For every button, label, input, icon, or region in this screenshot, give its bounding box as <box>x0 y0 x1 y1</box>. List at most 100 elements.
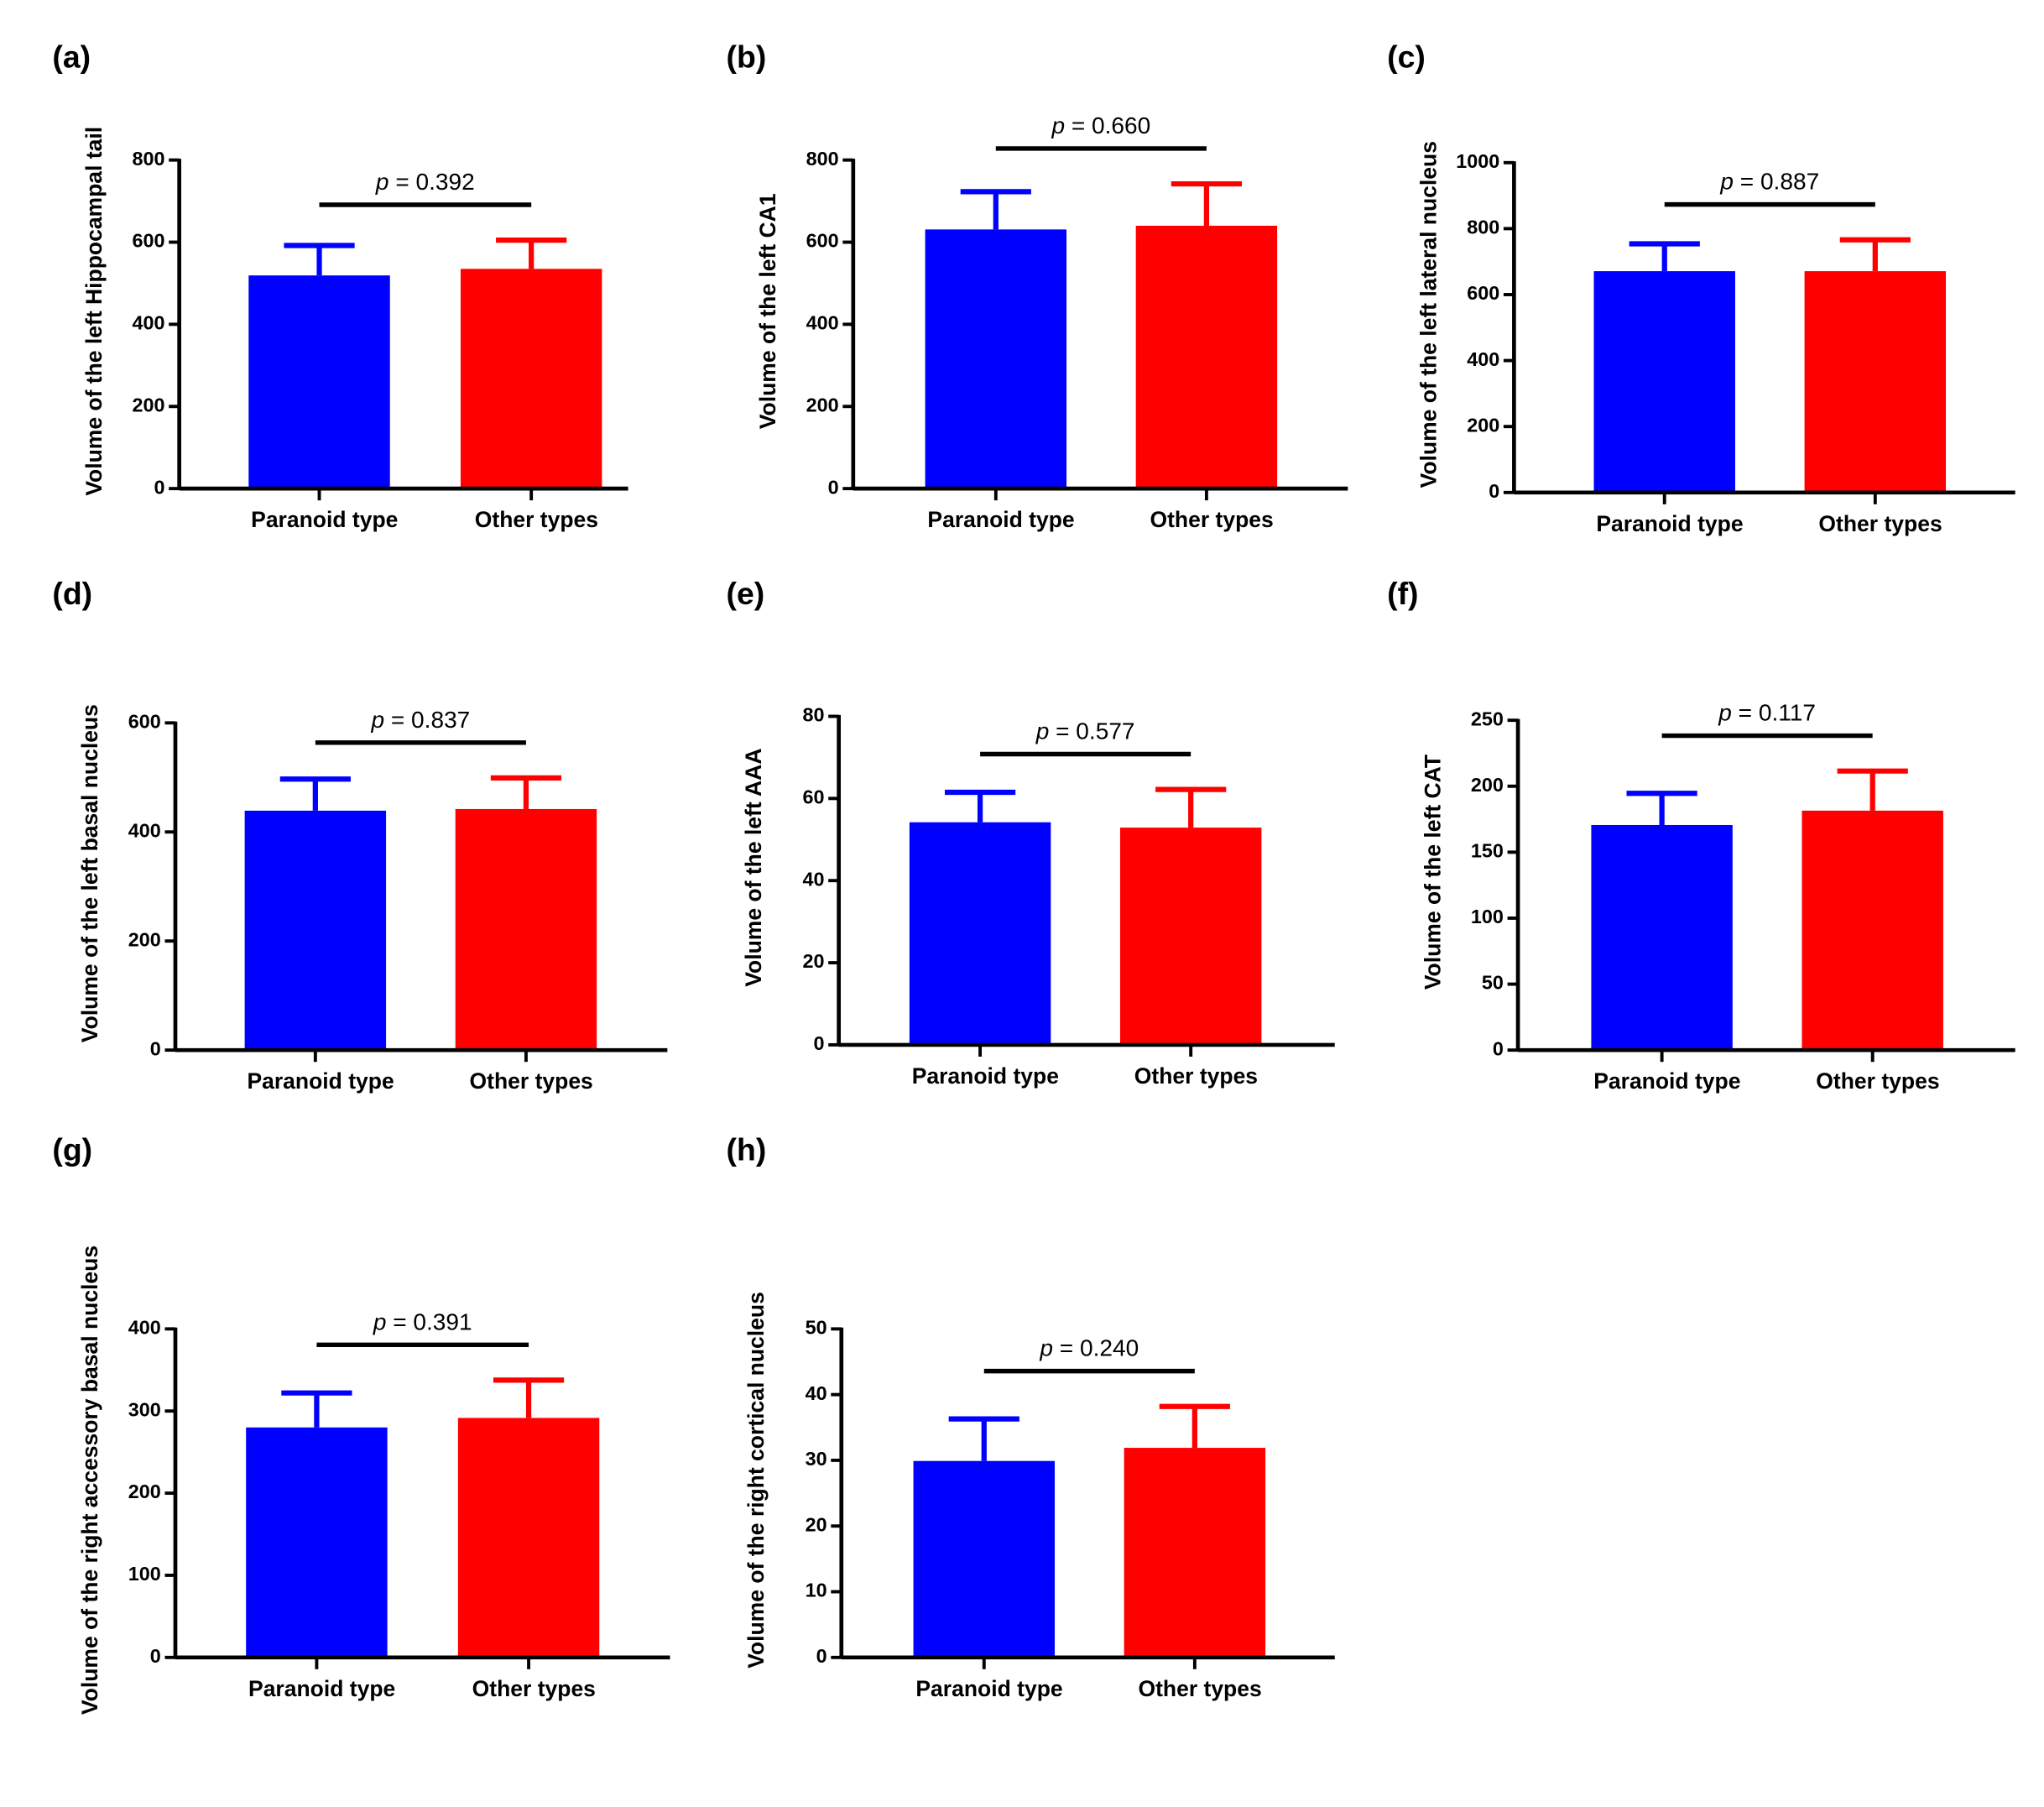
y-tick-label: 800 <box>806 148 839 170</box>
panel-label: (e) <box>727 576 765 611</box>
p-value: p = 0.660 <box>1051 112 1150 138</box>
bar <box>460 269 602 489</box>
bar <box>455 808 597 1051</box>
y-tick-label: 150 <box>1471 840 1504 862</box>
y-tick-label: 100 <box>128 1563 161 1585</box>
panel-label: (d) <box>52 576 92 611</box>
y-axis-label: Volume of the left lateral nucleus <box>1416 141 1442 488</box>
y-tick-label: 250 <box>1471 708 1504 729</box>
y-axis-label: Volume of the left AAA <box>741 749 766 987</box>
x-tick-label: Paranoid type <box>1596 511 1743 536</box>
y-tick-label: 600 <box>806 230 839 252</box>
y-tick-label: 400 <box>132 312 164 334</box>
y-tick-label: 800 <box>132 148 164 170</box>
y-axis-label: Volume of the right accessory basal nucl… <box>77 1246 102 1715</box>
y-tick-label: 400 <box>128 819 161 841</box>
x-tick-label: Other types <box>475 507 598 532</box>
y-tick-label: 0 <box>816 1645 827 1667</box>
x-tick-label: Other types <box>1134 1063 1258 1089</box>
bar <box>1124 1448 1266 1658</box>
y-tick-label: 1000 <box>1456 150 1499 172</box>
bar <box>1802 810 1943 1051</box>
y-tick-label: 800 <box>1467 217 1499 238</box>
x-tick-label: Paranoid type <box>248 1676 395 1701</box>
p-value: p = 0.577 <box>1035 718 1135 744</box>
panel-label: (f) <box>1387 576 1418 611</box>
y-axis-label: Volume of the left basal nucleus <box>77 704 102 1042</box>
y-tick-label: 0 <box>813 1032 824 1054</box>
y-tick-label: 600 <box>132 230 164 252</box>
y-tick-label: 100 <box>1471 906 1504 927</box>
bar <box>1804 271 1947 493</box>
y-tick-label: 0 <box>1493 1037 1504 1059</box>
y-tick-label: 400 <box>128 1317 161 1339</box>
chart-panel: (c) Volume of the left lateral nucleus 0 20… <box>1387 39 2015 536</box>
chart-panel: (b) Volume of the left CA1 0 200 400 600 800 Pa… <box>727 39 1348 532</box>
panel-label: (h) <box>727 1132 767 1167</box>
x-tick-label: Other types <box>472 1676 596 1701</box>
y-tick-label: 40 <box>802 868 824 890</box>
bar <box>457 1418 600 1658</box>
bar <box>248 275 390 489</box>
p-value: p = 0.391 <box>373 1309 472 1335</box>
y-tick-label: 400 <box>806 312 839 334</box>
y-tick-label: 200 <box>1471 774 1504 796</box>
bar <box>1591 824 1733 1051</box>
x-tick-label: Other types <box>1818 511 1942 536</box>
y-tick-label: 300 <box>128 1398 161 1420</box>
y-axis-label: Volume of the left CA1 <box>755 193 780 429</box>
bar <box>909 822 1051 1045</box>
chart-panel: (a) Volume of the left Hippocampal tail 0 2… <box>52 39 628 532</box>
chart-panel: (f) Volume of the left CAT 0 50 100 150 200 250… <box>1387 576 2015 1094</box>
y-tick-label: 40 <box>806 1382 827 1404</box>
y-axis-label: Volume of the left Hippocampal tail <box>81 127 107 496</box>
bar <box>1593 271 1735 493</box>
bar <box>246 1427 388 1658</box>
panel-label: (b) <box>727 39 767 74</box>
x-tick-label: Paranoid type <box>1593 1068 1740 1094</box>
bar <box>1119 828 1262 1045</box>
x-tick-label: Paranoid type <box>915 1676 1062 1701</box>
panel-label: (g) <box>52 1132 92 1167</box>
x-tick-label: Other types <box>1138 1676 1261 1701</box>
x-tick-label: Other types <box>1150 507 1274 532</box>
y-tick-label: 0 <box>150 1645 161 1667</box>
y-tick-label: 10 <box>806 1580 827 1601</box>
x-tick-label: Other types <box>1816 1068 1939 1094</box>
y-tick-label: 0 <box>1489 480 1499 502</box>
y-tick-label: 0 <box>150 1037 161 1059</box>
bar <box>1135 225 1278 489</box>
y-tick-label: 200 <box>806 394 839 415</box>
y-tick-label: 30 <box>806 1448 827 1470</box>
p-value: p = 0.240 <box>1039 1335 1139 1361</box>
chart-panel: (h) Volume of the right cortical nucleus 0… <box>727 1132 1335 1701</box>
y-tick-label: 50 <box>806 1317 827 1339</box>
panel-label: (a) <box>52 39 91 74</box>
y-tick-label: 60 <box>802 786 824 808</box>
y-tick-label: 200 <box>128 1481 161 1502</box>
y-tick-label: 200 <box>1467 414 1499 436</box>
y-tick-label: 80 <box>802 704 824 726</box>
y-tick-label: 600 <box>128 710 161 732</box>
y-tick-label: 400 <box>1467 348 1499 370</box>
p-value: p = 0.392 <box>375 169 475 195</box>
x-tick-label: Other types <box>470 1068 593 1094</box>
y-tick-label: 0 <box>828 476 839 498</box>
chart-panel: (d) Volume of the left basal nucleus 0 200 4… <box>52 576 668 1094</box>
p-value: p = 0.117 <box>1718 700 1816 726</box>
y-tick-label: 0 <box>154 476 164 498</box>
p-value: p = 0.837 <box>370 707 470 733</box>
panel-label: (c) <box>1387 39 1426 74</box>
p-value: p = 0.887 <box>1719 169 1819 195</box>
y-axis-label: Volume of the right cortical nucleus <box>743 1292 769 1669</box>
y-tick-label: 20 <box>802 950 824 972</box>
bar <box>244 810 387 1051</box>
y-tick-label: 600 <box>1467 282 1499 304</box>
bar <box>913 1460 1055 1658</box>
x-tick-label: Paranoid type <box>912 1063 1059 1089</box>
y-tick-label: 200 <box>132 394 164 415</box>
chart-panel: (e) Volume of the left AAA 0 20 40 60 80 Parano… <box>727 576 1335 1089</box>
y-tick-label: 50 <box>1482 972 1504 994</box>
x-tick-label: Paranoid type <box>927 507 1074 532</box>
